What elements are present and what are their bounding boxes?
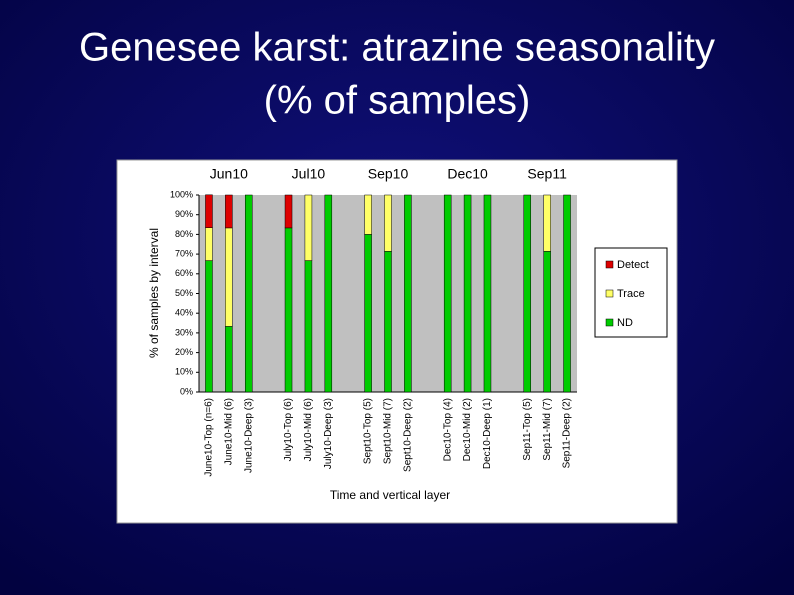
y-tick-label: 0%	[180, 386, 193, 396]
bar-segment	[384, 194, 392, 252]
bar-segment	[443, 194, 452, 393]
y-axis-title: % of samples by interval	[147, 228, 161, 358]
y-tick-label: 50%	[175, 288, 193, 298]
x-tick-label: Sep11-Deep (2)	[562, 398, 573, 468]
note: Detect >=0.1	[584, 382, 667, 396]
x-tick-label: Sept10-Mid (7)	[383, 398, 394, 464]
y-tick-label: 80%	[175, 229, 193, 239]
bar-segment	[304, 194, 313, 261]
title-line: Genesee karst: atrazine seasonality	[79, 26, 715, 70]
group-label: Sep11	[527, 166, 567, 182]
y-tick-label: 90%	[175, 209, 193, 219]
x-tick-label: July10-Mid (6)	[303, 398, 314, 461]
title-line: (% of samples)	[264, 79, 531, 123]
y-tick-label: 20%	[175, 347, 193, 357]
bar-segment	[205, 260, 213, 393]
bar-segment	[205, 194, 213, 228]
y-tick-label: 70%	[175, 248, 193, 258]
bar-segment	[304, 260, 313, 393]
legend-label: ND	[617, 317, 633, 329]
bar-segment	[205, 227, 213, 261]
bar-segment	[244, 194, 253, 393]
legend-swatch	[605, 318, 614, 327]
y-tick-label: 40%	[175, 308, 193, 318]
x-tick-label: Dec10-Mid (2)	[462, 398, 473, 461]
x-tick-label: Sept10-Top (5)	[363, 398, 374, 464]
bar-segment	[324, 194, 333, 393]
legend-swatch	[605, 289, 614, 298]
group-label: Dec10	[447, 166, 488, 182]
bar-segment	[225, 194, 233, 229]
x-tick-label: Dec10-Deep (1)	[482, 398, 493, 469]
x-tick-label: July10-Top (6)	[283, 398, 294, 461]
bar-segment	[225, 326, 233, 393]
x-tick-label: July10-Deep (3)	[323, 398, 334, 469]
bar-segment	[523, 194, 532, 393]
y-tick-label: 60%	[175, 268, 193, 278]
x-tick-label: June10-Mid (6)	[223, 398, 234, 465]
legend-swatch	[605, 260, 614, 269]
note: Trace >=0.05	[583, 401, 666, 415]
y-tick-label: 100%	[170, 189, 193, 199]
group-label: Jul10	[292, 166, 326, 182]
x-tick-label: Sep11-Top (5)	[522, 398, 533, 461]
legend-label: Detect	[617, 259, 649, 271]
bar-segment	[364, 194, 372, 235]
x-tick-label: June10-Top (n=6)	[204, 398, 215, 477]
x-tick-label: June10-Deep (3)	[243, 398, 254, 473]
x-tick-label: Sept10-Deep (2)	[403, 398, 414, 472]
bar-segment	[384, 251, 392, 393]
group-label: Sep10	[368, 166, 409, 182]
bar-segment	[563, 194, 571, 393]
note: ND <0.05 ppb	[584, 421, 669, 435]
x-tick-label: Sep11-Mid (7)	[542, 398, 553, 461]
bar-segment	[483, 194, 492, 393]
bar-segment	[284, 194, 293, 229]
x-axis-title: Time and vertical layer	[330, 488, 450, 502]
bar-segment	[404, 194, 412, 393]
x-tick-label: Dec10-Top (4)	[442, 398, 453, 461]
bar-segment	[364, 234, 372, 393]
legend-label: Trace	[617, 288, 645, 300]
bar-segment	[543, 251, 551, 393]
y-tick-label: 30%	[175, 327, 193, 337]
y-tick-label: 10%	[175, 367, 193, 377]
bar-segment	[463, 194, 472, 393]
bar-segment	[284, 227, 293, 393]
bar-segment	[225, 227, 233, 327]
bar-segment	[543, 194, 551, 252]
group-label: Jun10	[210, 166, 248, 182]
